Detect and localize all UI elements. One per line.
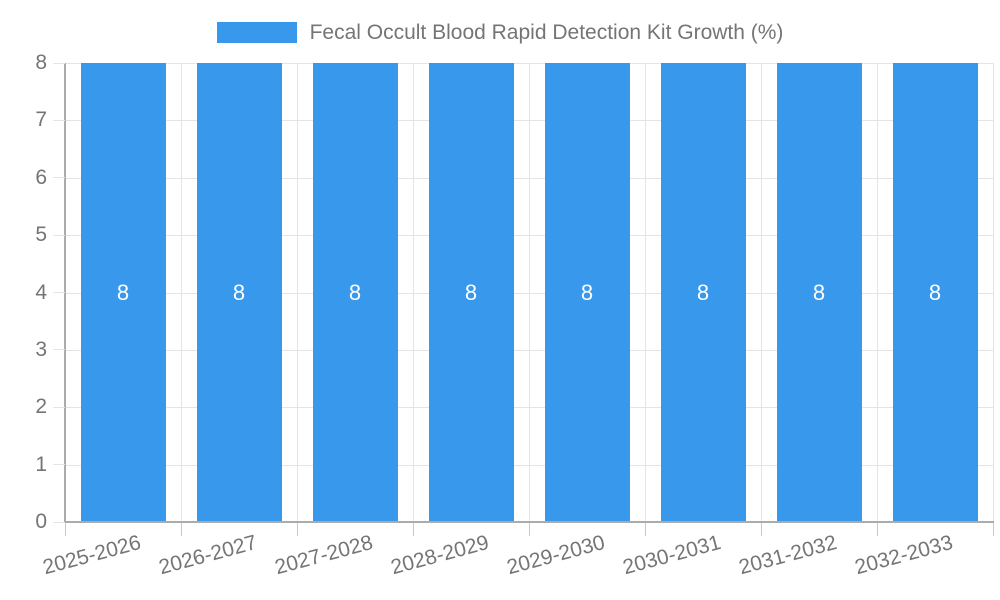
y-tick-mark	[53, 234, 65, 236]
x-axis-tick-label: 2025-2026	[39, 531, 143, 580]
v-gridline	[296, 63, 298, 522]
x-tick-mark	[412, 523, 414, 536]
bar-value-label: 8	[580, 279, 594, 305]
x-axis-tick-label: 2029-2030	[503, 531, 607, 580]
v-gridline	[992, 63, 994, 522]
y-axis-tick-label: 3	[35, 337, 47, 361]
x-tick-mark	[644, 523, 646, 536]
chart-legend: Fecal Occult Blood Rapid Detection Kit G…	[0, 18, 1000, 46]
x-axis-tick-label: 2032-2033	[851, 531, 955, 580]
plot-area: 8 8 8 8 8 8 8 8	[65, 63, 994, 522]
y-tick-mark	[53, 406, 65, 408]
bar-2032-2033[interactable]: 8	[892, 63, 978, 522]
bar-2026-2027[interactable]: 8	[196, 63, 282, 522]
bar-value-label: 8	[812, 279, 826, 305]
bar-2030-2031[interactable]: 8	[660, 63, 746, 522]
v-gridline	[412, 63, 414, 522]
bar-2029-2030[interactable]: 8	[544, 63, 630, 522]
legend-item[interactable]: Fecal Occult Blood Rapid Detection Kit G…	[216, 20, 784, 44]
y-tick-mark	[53, 349, 65, 351]
y-tick-mark	[53, 177, 65, 179]
bar-value-label: 8	[232, 279, 246, 305]
y-axis-tick-label: 2	[35, 395, 47, 419]
bar-2027-2028[interactable]: 8	[312, 63, 398, 522]
v-gridline	[760, 63, 762, 522]
y-axis-tick-label: 1	[35, 452, 47, 476]
v-gridline	[180, 63, 182, 522]
y-axis-tick-label: 7	[35, 108, 47, 132]
y-tick-mark	[53, 292, 65, 293]
bar-value-label: 8	[928, 279, 942, 305]
legend-swatch-icon	[216, 21, 297, 43]
legend-label: Fecal Occult Blood Rapid Detection Kit G…	[309, 20, 784, 44]
bar-2031-2032[interactable]: 8	[776, 63, 862, 522]
x-tick-mark	[64, 523, 66, 536]
v-gridline	[644, 63, 646, 522]
x-axis-tick-label: 2026-2027	[155, 531, 259, 580]
y-axis-tick-label: 4	[35, 280, 47, 304]
y-axis-tick-label: 6	[35, 165, 47, 189]
x-axis-tick-label: 2027-2028	[271, 531, 375, 580]
x-tick-mark	[876, 523, 878, 536]
bar-2025-2026[interactable]: 8	[80, 63, 166, 522]
bar-2028-2029[interactable]: 8	[428, 63, 514, 522]
y-tick-mark	[53, 521, 65, 523]
x-tick-mark	[992, 523, 994, 536]
x-axis-tick-label: 2031-2032	[735, 531, 839, 580]
y-tick-mark	[53, 119, 65, 121]
bar-value-label: 8	[464, 279, 478, 305]
y-axis-tick-label: 0	[35, 510, 47, 533]
v-gridline	[528, 63, 530, 522]
x-axis-labels: 2025-2026 2026-2027 2027-2028 2028-2029 2029…	[40, 531, 993, 600]
y-axis-tick-label: 8	[35, 51, 47, 74]
bar-value-label: 8	[348, 279, 362, 305]
y-axis-tick-label: 5	[35, 223, 47, 247]
bar-value-label: 8	[116, 279, 130, 305]
y-axis-line	[64, 63, 66, 523]
x-tick-mark	[296, 523, 298, 536]
x-axis-line	[64, 521, 994, 523]
y-tick-mark	[53, 62, 65, 64]
x-tick-mark	[760, 523, 762, 536]
y-tick-mark	[53, 464, 65, 466]
v-gridline	[876, 63, 878, 522]
bar-value-label: 8	[696, 279, 710, 305]
x-tick-mark	[528, 523, 530, 536]
x-axis-tick-label: 2030-2031	[619, 531, 723, 580]
x-axis-tick-label: 2028-2029	[387, 531, 491, 580]
x-tick-mark	[180, 523, 182, 536]
